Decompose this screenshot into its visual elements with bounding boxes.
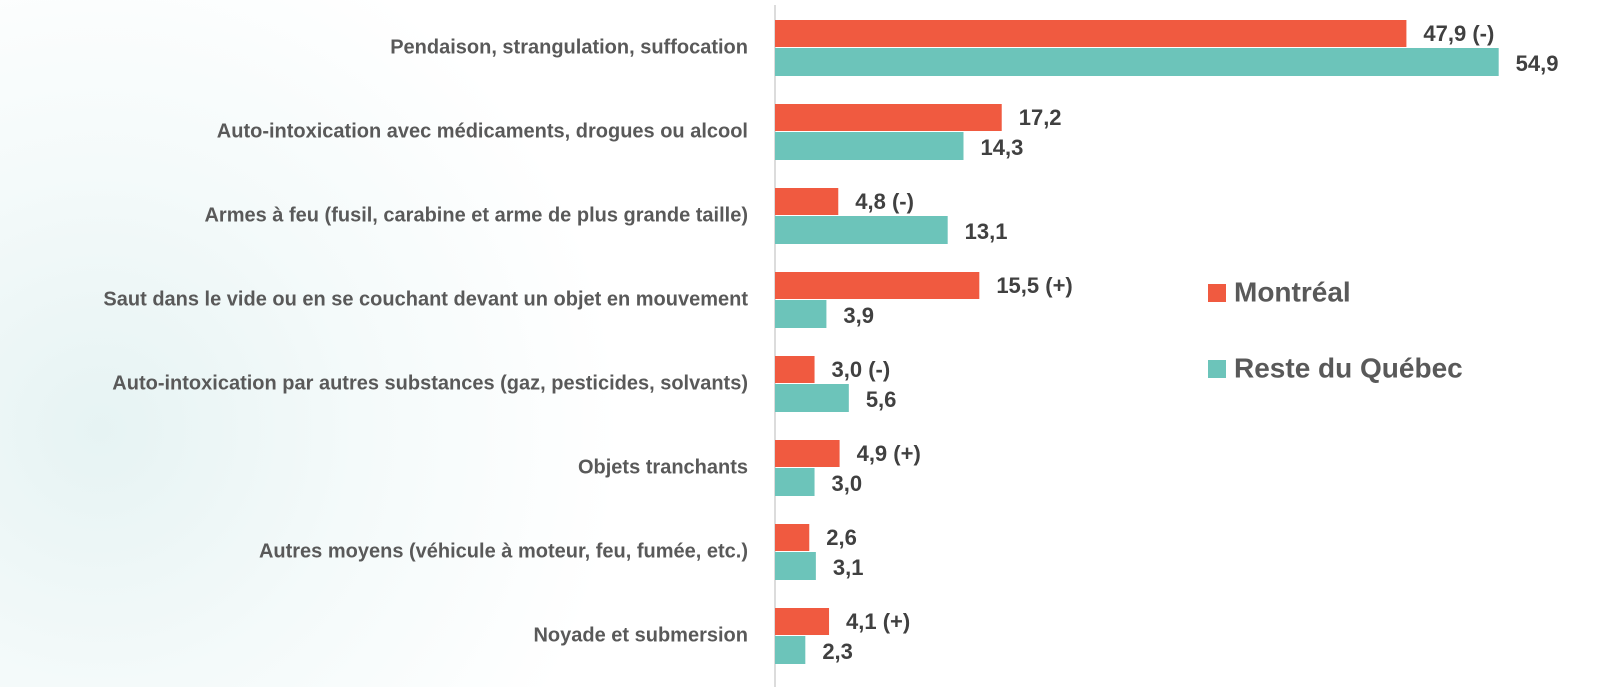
value-label: 2,6 [826,525,857,550]
bar [775,524,810,551]
bar [775,132,964,160]
bar [775,48,1499,76]
category-label: Noyade et submersion [533,624,748,646]
legend-swatch [1208,360,1226,378]
bar [775,272,980,299]
value-label: 54,9 [1516,51,1559,76]
category-label: Saut dans le vide ou en se couchant deva… [103,288,748,310]
bar [775,20,1407,47]
bar [775,384,849,412]
bar [775,188,839,215]
value-label: 2,3 [822,639,853,664]
legend-swatch [1208,284,1226,302]
value-label: 14,3 [981,135,1024,160]
value-label: 4,1 (+) [846,609,910,634]
bar [775,636,806,664]
bar [775,104,1002,131]
value-label: 15,5 (+) [996,273,1072,298]
value-label: 4,8 (-) [855,189,914,214]
bar [775,356,815,383]
bar [775,608,830,635]
bar [775,552,816,580]
category-label: Objets tranchants [578,456,748,478]
bar [775,300,827,328]
category-label: Autres moyens (véhicule à moteur, feu, f… [259,540,748,562]
category-label: Armes à feu (fusil, carabine et arme de … [204,204,748,226]
value-label: 47,9 (-) [1423,21,1494,46]
bar [775,440,840,467]
value-label: 13,1 [965,219,1008,244]
value-label: 4,9 (+) [857,441,921,466]
value-label: 3,9 [843,303,874,328]
value-label: 3,0 [832,471,863,496]
category-label: Auto-intoxication par autres substances … [112,372,748,394]
value-label: 3,0 (-) [832,357,891,382]
category-label: Auto-intoxication avec médicaments, drog… [217,120,748,142]
bar [775,468,815,496]
bar [775,216,948,244]
value-label: 5,6 [866,387,897,412]
value-label: 3,1 [833,555,864,580]
legend-label: Reste du Québec [1234,352,1463,383]
value-label: 17,2 [1019,105,1062,130]
category-label: Pendaison, strangulation, suffocation [390,36,748,58]
legend-label: Montréal [1234,276,1351,307]
